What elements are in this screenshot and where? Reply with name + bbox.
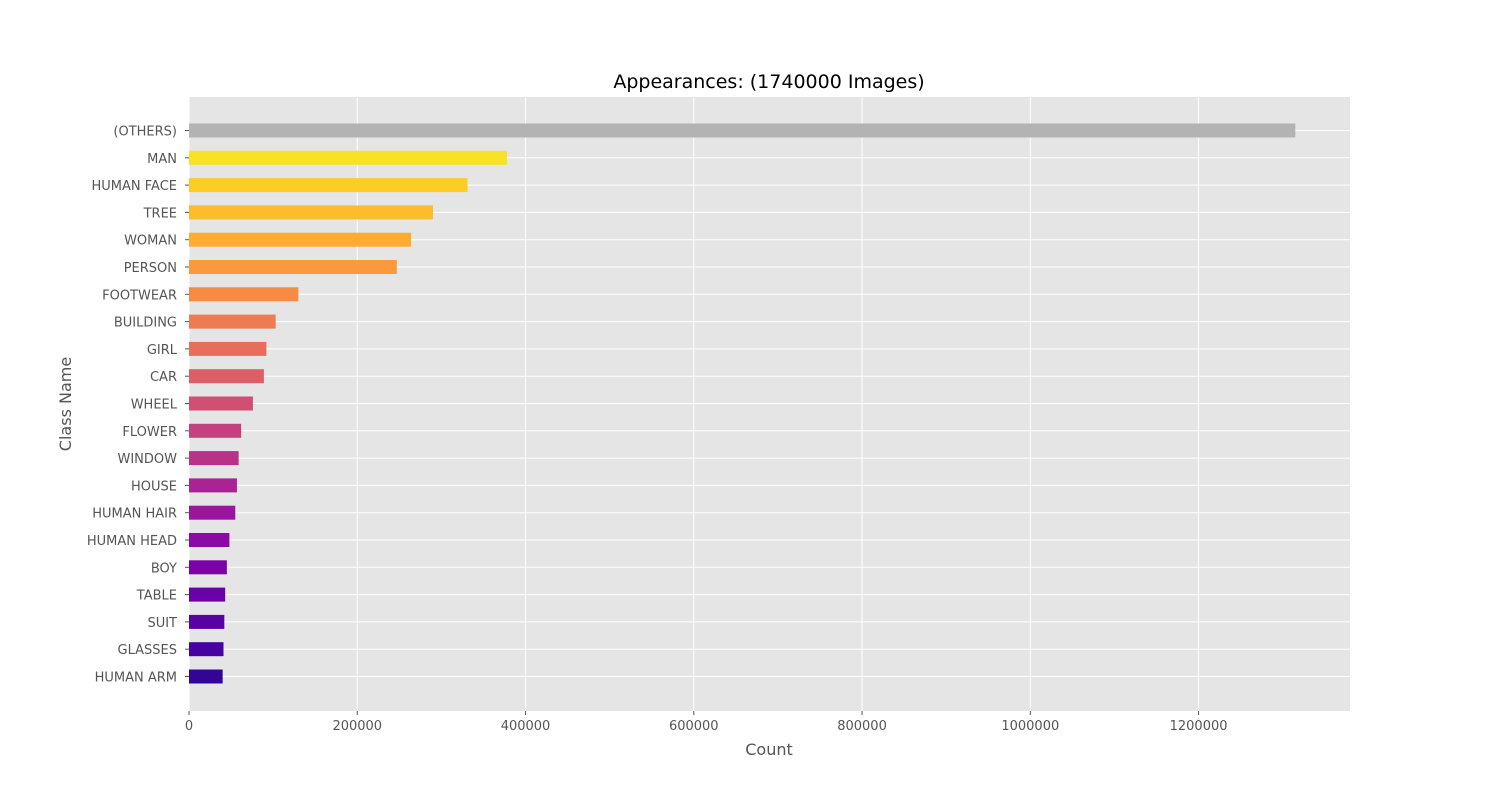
bar xyxy=(189,642,224,657)
bar xyxy=(189,123,1296,138)
y-tick-label: SUIT xyxy=(147,616,177,631)
x-tick-label: 1200000 xyxy=(1170,719,1228,734)
x-tick-label: 0 xyxy=(185,719,193,734)
y-tick-label: WOMAN xyxy=(124,234,177,249)
bar xyxy=(189,178,468,193)
bar xyxy=(189,669,223,684)
bar xyxy=(189,614,225,629)
bar xyxy=(189,451,239,466)
x-axis-label: Count xyxy=(745,740,793,759)
x-tick-label: 1000000 xyxy=(1001,719,1059,734)
y-tick-label: HOUSE xyxy=(131,479,177,494)
bar xyxy=(189,314,276,329)
y-tick-label: HUMAN HAIR xyxy=(92,507,177,522)
y-axis-ticks: (OTHERS) MAN HUMAN FACE TREE WOMAN PERSON FOOT… xyxy=(87,125,189,686)
y-tick-label: (OTHERS) xyxy=(113,125,177,140)
y-tick-label: TABLE xyxy=(136,589,177,604)
y-tick-label: HUMAN FACE xyxy=(92,179,178,194)
bar xyxy=(189,478,237,493)
bars xyxy=(189,123,1296,684)
bar xyxy=(189,505,236,520)
bar xyxy=(189,150,508,165)
x-axis-ticks: 0 200000 400000 600000 800000 1000000 1200000 xyxy=(185,711,1228,734)
bar xyxy=(189,533,230,547)
bar xyxy=(189,587,226,602)
bar xyxy=(189,396,253,411)
bar xyxy=(189,560,227,575)
y-tick-label: WHEEL xyxy=(131,398,178,413)
bar xyxy=(189,205,433,220)
y-axis-label: Class Name xyxy=(56,357,75,451)
y-tick-label: MAN xyxy=(147,152,177,167)
bar xyxy=(189,232,412,247)
y-tick-label: HUMAN ARM xyxy=(95,671,177,686)
chart-title: Appearances: (1740000 Images) xyxy=(613,71,924,93)
bar xyxy=(189,341,267,356)
y-tick-label: GIRL xyxy=(147,343,178,358)
bar xyxy=(189,423,242,438)
x-tick-label: 800000 xyxy=(837,719,887,734)
y-tick-label: WINDOW xyxy=(117,452,177,467)
bar xyxy=(189,260,397,274)
bar xyxy=(189,287,299,302)
y-tick-label: BUILDING xyxy=(114,316,177,331)
y-tick-label: BOY xyxy=(151,561,177,576)
y-tick-label: FOOTWEAR xyxy=(102,288,177,303)
y-tick-label: CAR xyxy=(150,370,177,385)
x-tick-label: 200000 xyxy=(332,719,382,734)
y-tick-label: FLOWER xyxy=(122,425,177,440)
y-tick-label: PERSON xyxy=(124,261,177,276)
x-tick-label: 600000 xyxy=(669,719,719,734)
y-tick-label: GLASSES xyxy=(118,643,177,658)
x-tick-label: 400000 xyxy=(501,719,551,734)
y-tick-label: HUMAN HEAD xyxy=(87,534,177,549)
bar xyxy=(189,369,264,384)
y-tick-label: TREE xyxy=(143,206,177,221)
